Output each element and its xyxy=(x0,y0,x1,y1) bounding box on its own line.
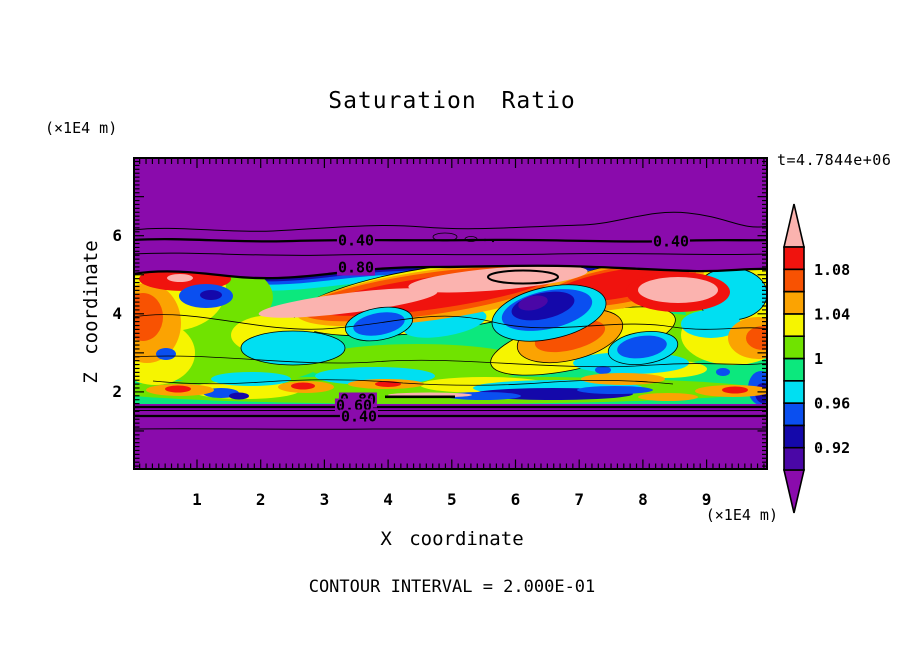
colorbar-tick-label: 0.92 xyxy=(814,439,850,457)
x-axis-title: X coordinate xyxy=(0,528,904,550)
x-tick-label: 3 xyxy=(304,490,344,509)
contour-line-label: 0.80 xyxy=(337,261,375,276)
y-tick-label: 6 xyxy=(96,226,122,245)
colorbar-tick-label: 1 xyxy=(814,350,823,368)
contour-line-label: 0.40 xyxy=(337,234,375,249)
y-tick-label: 4 xyxy=(96,304,122,323)
x-tick-label: 7 xyxy=(559,490,599,509)
colorbar: 1.08 1.04 1 0.96 0.92 xyxy=(770,198,890,528)
time-annotation: t=4.7844e+06 xyxy=(777,151,891,169)
contour-line-label: 0.40 xyxy=(652,235,690,250)
x-axis-unit-label: (×1E4 m) xyxy=(660,506,778,524)
x-tick-label: 4 xyxy=(368,490,408,509)
x-tick-label: 2 xyxy=(241,490,281,509)
x-tick-label: 1 xyxy=(177,490,217,509)
x-tick-label: 6 xyxy=(496,490,536,509)
contour-interval-note: CONTOUR INTERVAL = 2.000E-01 xyxy=(0,577,904,597)
y-axis-unit-label: (×1E4 m) xyxy=(45,119,117,137)
y-tick-label: 2 xyxy=(96,382,122,401)
colorbar-tick-label: 1.04 xyxy=(814,305,850,323)
contour-line-label: 0.40 xyxy=(340,410,378,425)
x-tick-label: 5 xyxy=(432,490,472,509)
plot-page: Saturation Ratio (×1E4 m) t=4.7844e+06 Z… xyxy=(0,0,904,654)
contour-plot xyxy=(133,157,768,470)
colorbar-tick-label: 0.96 xyxy=(814,395,850,413)
x-tick-label: 8 xyxy=(623,490,663,509)
chart-title: Saturation Ratio xyxy=(0,88,904,114)
colorbar-tick-label: 1.08 xyxy=(814,261,850,279)
